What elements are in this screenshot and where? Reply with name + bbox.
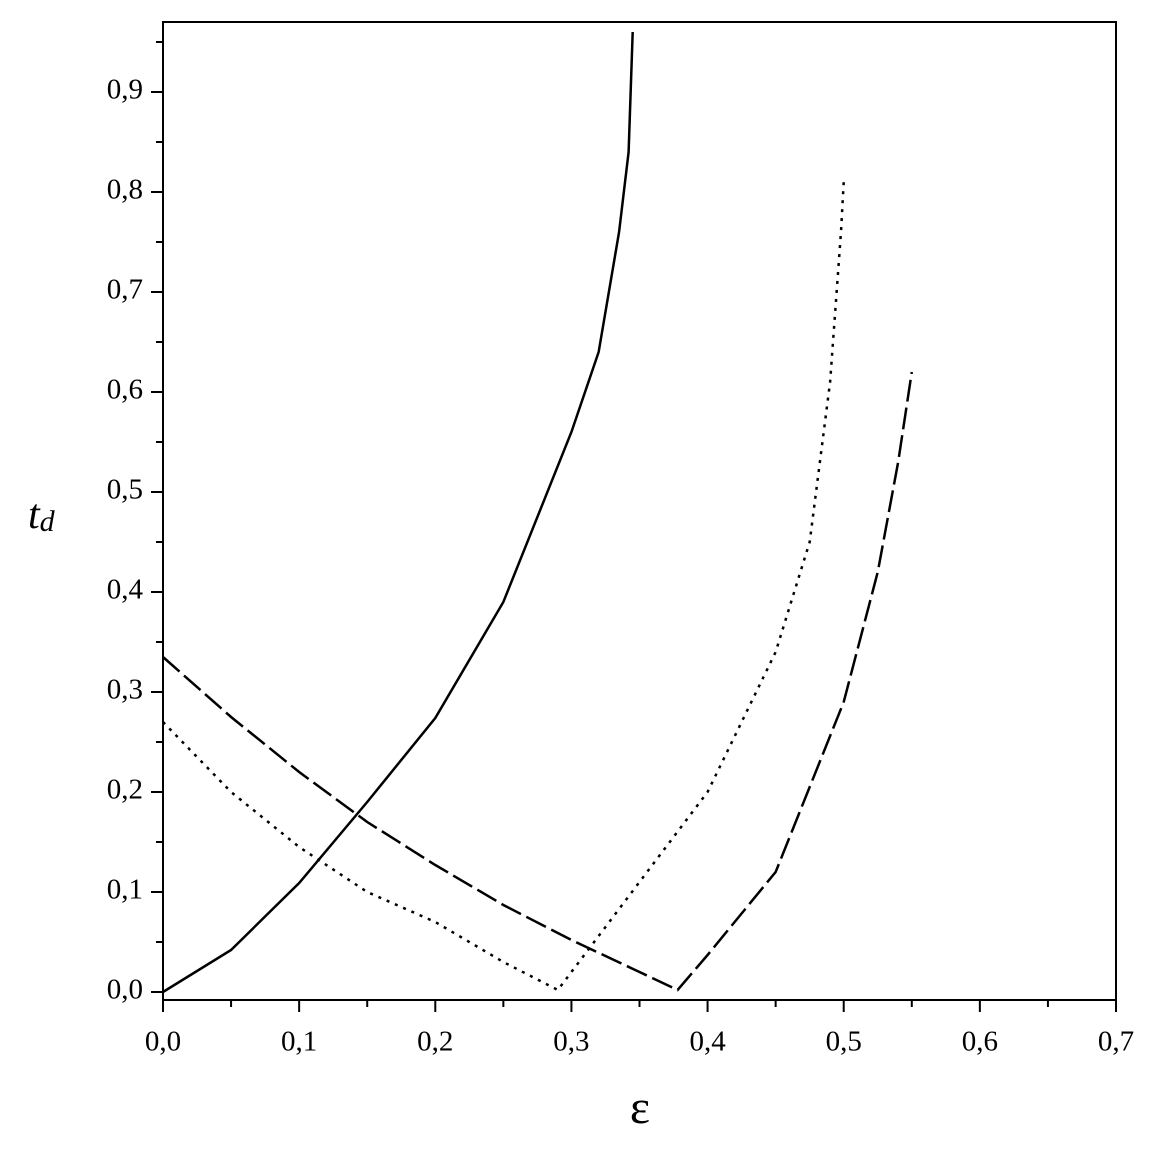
x-tick-label: 0,1: [281, 1026, 317, 1058]
y-axis-label: td: [28, 492, 56, 538]
x-tick-label: 0,7: [1098, 1026, 1134, 1058]
line-series: [162, 371, 914, 992]
x-axis-label: ε: [630, 1081, 650, 1134]
line-series: [162, 31, 634, 994]
y-tick-label: 0,4: [107, 574, 144, 606]
y-tick-label: 0,6: [107, 374, 143, 406]
x-tick-label: 0,0: [145, 1026, 181, 1058]
y-tick-label: 0,5: [107, 474, 143, 506]
y-tick-label: 0,1: [107, 874, 143, 906]
y-tick-label: 0,7: [107, 274, 143, 306]
y-axis-label-subscript: d: [40, 505, 56, 538]
y-tick-label: 0,2: [107, 774, 143, 806]
x-tick-label: 0,5: [826, 1026, 862, 1058]
y-tick-label: 0,3: [107, 674, 143, 706]
y-tick-label: 0,9: [107, 74, 143, 106]
y-tick-label: 0,8: [107, 174, 143, 206]
line-series: [162, 181, 845, 992]
y-axis-label-main: t: [28, 492, 41, 538]
x-tick-label: 0,6: [962, 1026, 998, 1058]
x-tick-label: 0,3: [553, 1026, 589, 1058]
plot-frame: [162, 21, 1117, 1001]
x-tick-label: 0,4: [689, 1026, 726, 1058]
x-tick-label: 0,2: [417, 1026, 453, 1058]
y-tick-label: 0,0: [107, 974, 143, 1006]
